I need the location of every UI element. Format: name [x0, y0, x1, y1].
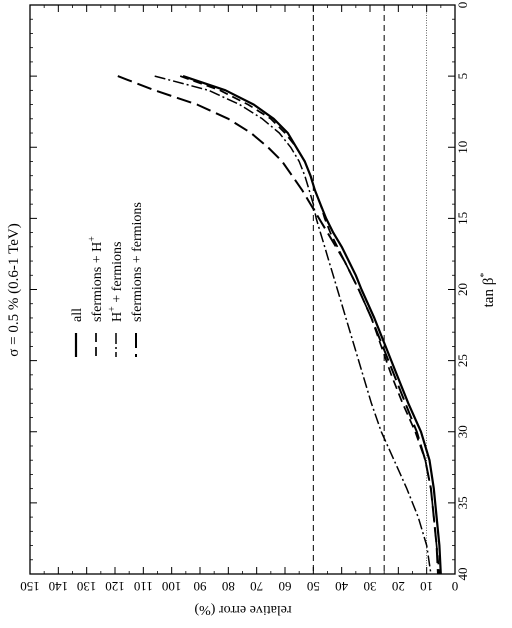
y-tick-label: 140: [49, 579, 68, 594]
y-tick-label: 20: [392, 579, 405, 594]
legend-label: H+ + fermions: [107, 242, 125, 322]
chart-title: σ = 0.5 % (0.6-1 TeV): [6, 223, 22, 356]
legend: all sfermions + H+H+ + fermions sfermions …: [70, 202, 145, 357]
x-tick-label: 5: [455, 73, 470, 80]
y-tick-label: 80: [222, 579, 235, 594]
x-axis-ticks: 0 5 10 15 20 25 30 35 40: [30, 2, 470, 581]
series-line: [182, 75, 442, 575]
x-tick-label: 15: [455, 212, 470, 225]
y-tick-label: 40: [335, 579, 348, 594]
x-axis-label-sup: *: [479, 273, 490, 278]
reference-lines: [312, 5, 427, 574]
y-tick-label: 60: [279, 579, 292, 594]
y-tick-label: 10: [420, 579, 433, 594]
x-axis-label: tan β*: [479, 273, 497, 308]
x-tick-label: 30: [455, 425, 470, 438]
x-tick-label: 10: [455, 141, 470, 154]
y-tick-label: 50: [307, 579, 320, 594]
y-tick-label: 130: [77, 579, 97, 594]
y-tick-label: 120: [105, 579, 125, 594]
y-tick-label: 30: [364, 579, 377, 594]
y-tick-label: 0: [452, 579, 459, 594]
legend-label: sfermions + fermions: [130, 202, 145, 322]
x-axis-label-text: tan β: [481, 278, 497, 308]
y-tick-label: 70: [250, 579, 263, 594]
y-tick-label: 90: [194, 579, 207, 594]
series-line: [154, 75, 432, 575]
y-tick-label: 150: [20, 579, 40, 594]
x-tick-label: 25: [455, 354, 470, 367]
y-tick-label: 100: [162, 579, 182, 594]
x-tick-label: 0: [455, 2, 470, 9]
legend-label: all: [70, 308, 85, 322]
series-line: [117, 75, 439, 575]
series-lines: [117, 75, 442, 575]
x-tick-label: 40: [455, 568, 470, 581]
x-tick-label: 35: [455, 496, 470, 509]
y-tick-label: 110: [134, 579, 153, 594]
y-axis-label: relative error (%): [194, 602, 291, 617]
series-line: [179, 75, 441, 575]
legend-label: sfermions + H+: [87, 236, 105, 322]
y-axis-ticks: 0 10 20 30 40 50 60 70 80 90 100 110 120 130 140 150: [20, 5, 458, 594]
x-tick-label: 20: [455, 283, 470, 296]
